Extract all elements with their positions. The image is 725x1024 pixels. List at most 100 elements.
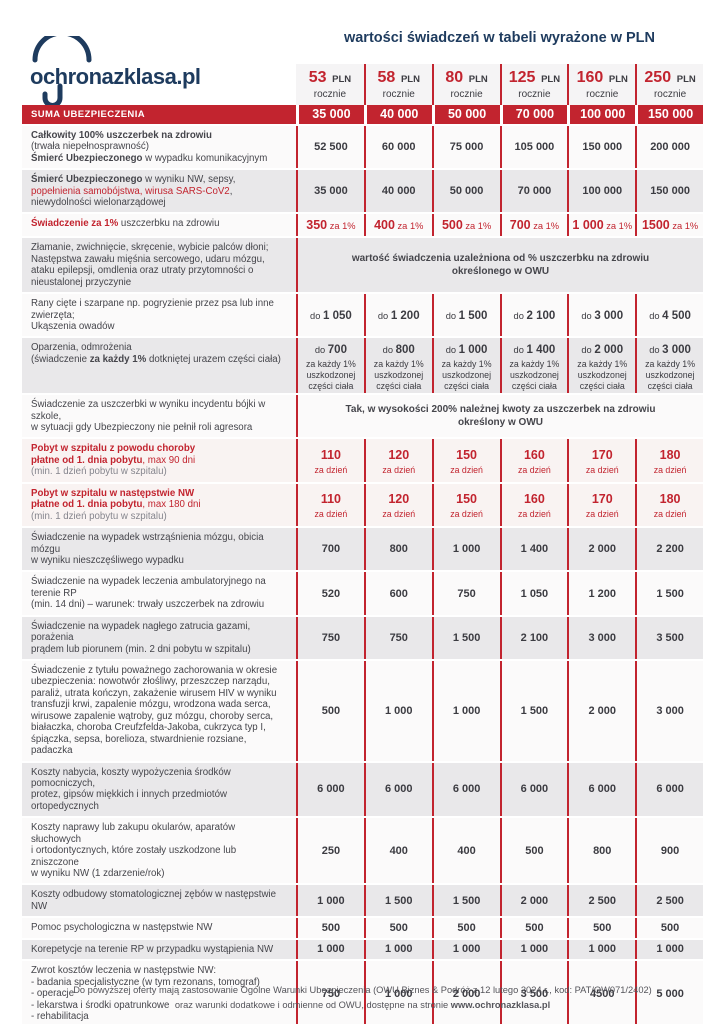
value-prefix: do xyxy=(377,311,391,322)
value-amount: 160 xyxy=(523,492,545,507)
text-segment: Śmierć Ubezpieczonego xyxy=(31,174,143,186)
value-amount: 1 000 xyxy=(458,344,488,357)
price-unit-label: PLN xyxy=(538,74,561,85)
value-cell: do 3 000 za każdy 1% uszkodzonej części c… xyxy=(635,338,703,394)
value-cell: 3 000 xyxy=(567,616,635,659)
text-segment: płatne od 1. dnia pobytu xyxy=(31,454,143,466)
value-cell: 2 100 xyxy=(499,616,568,659)
table-row: Pobyt w szpitalu z powodu choroby płatne… xyxy=(22,439,703,482)
text-segment: Pobyt w szpitalu z powodu choroby xyxy=(31,443,196,455)
value-subtext: za dzień xyxy=(382,509,416,520)
text-segment: płatne od 1. dnia pobytu xyxy=(31,499,143,511)
row-label: Świadczenie za uszczerbki w wyniku incyd… xyxy=(22,395,296,437)
value-subtext: za dzień xyxy=(585,464,619,475)
suma-value: 150 000 xyxy=(635,104,703,124)
value-subtext: za dzień xyxy=(585,509,619,520)
row-label: Śmierć Ubezpieczonego w wyniku NW, sepsy… xyxy=(22,170,296,212)
text-segment: Koszty nabycia, koszty wypożyczenia środ… xyxy=(31,766,231,812)
value-prefix: do xyxy=(513,311,527,322)
value-subtext: za dzień xyxy=(653,509,687,520)
value-prefix: do xyxy=(581,345,595,356)
brand-logo: ochronazklasa.pl xyxy=(30,36,220,114)
value-amount: 120 xyxy=(388,492,410,507)
value-line: 120 xyxy=(388,446,409,464)
value-line: 400 za 1% xyxy=(374,216,423,234)
value-subtext: za dzień xyxy=(314,509,348,520)
value-cell: 150 za dzień xyxy=(431,439,500,482)
row-label: Koszty naprawy lub zakupu okularów, apar… xyxy=(22,818,296,883)
value-cell: 800 xyxy=(363,528,432,571)
value-cell: do 1 400 za każdy 1% uszkodzonej części c… xyxy=(499,338,568,394)
value-suffix: za 1% xyxy=(394,221,424,232)
value-amount: 150 xyxy=(456,447,477,462)
value-cell: 500 xyxy=(635,918,703,938)
value-line: 110 xyxy=(321,490,341,508)
table-row: Koszty odbudowy stomatologicznej zębów w… xyxy=(22,885,703,917)
value-cell: 800 xyxy=(567,818,635,884)
row-span-value: Tak, w wysokości 200% należnej kwoty za … xyxy=(296,395,703,438)
value-cell: 110 za dzień xyxy=(296,483,364,527)
value-cell: 3 000 xyxy=(635,661,703,761)
value-cell: 2 500 xyxy=(635,885,703,917)
value-prefix: do xyxy=(382,345,396,356)
value-cell: 100 000 xyxy=(567,170,635,213)
text-segment: w wypadku komunikacyjnym xyxy=(142,152,268,164)
value-cell: 52 500 xyxy=(296,125,364,169)
table-row: Koszty naprawy lub zakupu okularów, apar… xyxy=(22,818,703,884)
value-cell: 2 000 xyxy=(567,661,635,761)
row-label: Świadczenie na wypadek nagłego zatrucia … xyxy=(22,617,296,659)
value-cell: 6 000 xyxy=(635,762,703,817)
table-row: Złamanie, zwichnięcie, skręcenie, wybici… xyxy=(22,238,703,293)
value-cell: 1 000 xyxy=(363,939,432,960)
value-line: do 800 xyxy=(383,340,415,358)
price-unit-label: PLN xyxy=(329,74,352,85)
price-unit-label: PLN xyxy=(674,74,696,85)
value-cell: 2 000 xyxy=(499,885,568,917)
value-line: 180 xyxy=(660,446,681,464)
value-cell: 35 000 xyxy=(296,170,364,213)
value-subtext: za dzień xyxy=(450,509,483,520)
text-segment: Koszty odbudowy stomatologicznej zębów w… xyxy=(31,889,277,912)
value-subtext: za dzień xyxy=(450,464,483,475)
value-subtext: za każdy 1% uszkodzonej części ciała xyxy=(305,359,356,391)
price-period-label: rocznie xyxy=(450,88,483,100)
value-cell: 2 000 xyxy=(431,961,500,1024)
value-cell: 1 500 xyxy=(499,661,568,761)
value-cell: 750 xyxy=(363,616,432,659)
value-cell: 75 000 xyxy=(431,125,500,169)
value-cell: 750 xyxy=(296,616,364,659)
value-cell: 1 500 xyxy=(431,885,500,917)
value-line: do 1 400 xyxy=(514,340,556,358)
value-cell: do 1 050 xyxy=(296,294,364,337)
row-span-value: wartość świadczenia uzależniona od % usz… xyxy=(296,238,703,293)
value-cell: 6 000 xyxy=(499,762,568,817)
value-cell: 1 050 xyxy=(499,572,568,615)
value-cell: 120 za dzień xyxy=(363,439,432,482)
value-amount: 1 050 xyxy=(322,310,352,323)
page-title: wartości świadczeń w tabeli wyrażone w P… xyxy=(343,30,656,46)
text-segment: (min. 1 dzień pobytu w szpitalu) xyxy=(31,466,167,478)
value-line: do 1 200 xyxy=(378,306,420,324)
value-line: 1500 za 1% xyxy=(642,216,698,234)
value-cell: 70 000 xyxy=(499,170,568,213)
value-cell: 200 000 xyxy=(635,125,703,169)
value-cell: 40 000 xyxy=(363,170,432,213)
value-cell: 4500 xyxy=(567,961,635,1024)
value-cell: 2 500 xyxy=(567,885,635,917)
text-segment: Rany cięte i szarpane np. pogryzienie pr… xyxy=(31,298,274,333)
value-cell: 110 za dzień xyxy=(296,439,364,482)
value-line: 110 xyxy=(321,446,341,464)
value-prefix: do xyxy=(513,345,527,356)
price-unit-label: PLN xyxy=(466,74,488,85)
value-cell: 6 000 xyxy=(567,762,635,817)
price-column: 160 PLN rocznie xyxy=(567,64,636,105)
text-segment: www.ochronazklasa.pl xyxy=(450,999,551,1010)
value-line: 170 xyxy=(592,446,613,464)
table-row: Świadczenie na wypadek leczenia ambulato… xyxy=(22,572,703,615)
price-header-row: 53 PLN rocznie 58 PLN rocznie 80 PLN rocznie 1… xyxy=(22,64,703,105)
table-row: Całkowity 100% uszczerbek na zdrowiu (tr… xyxy=(22,125,703,169)
value-suffix: za 1% xyxy=(462,221,492,232)
row-label: Pobyt w szpitalu z powodu choroby płatne… xyxy=(22,439,296,481)
value-amount: 1500 xyxy=(641,218,670,233)
table-body: Całkowity 100% uszczerbek na zdrowiu (tr… xyxy=(22,125,703,1024)
